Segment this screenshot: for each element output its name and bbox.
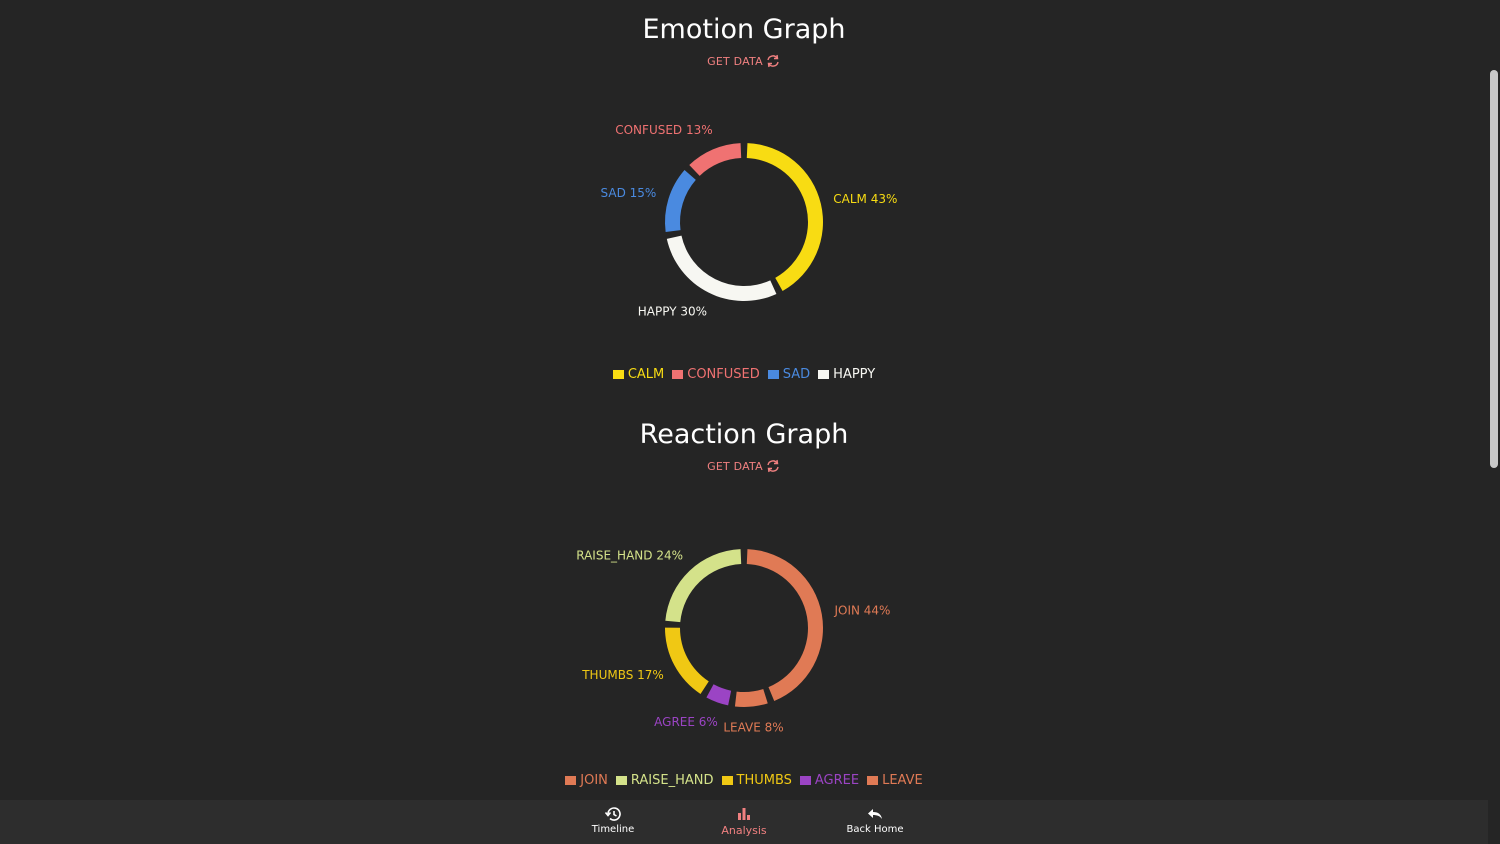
nav-back-home-button[interactable]: Back Home [825, 804, 925, 842]
legend-item-happy[interactable]: HAPPY [818, 367, 875, 382]
legend-swatch [818, 370, 830, 379]
reaction-donut-chart: JOIN 44% LEAVE 8% AGREE 6% THUMBS 17% RAISE_… [576, 549, 890, 735]
reaction-graph-title: Reaction Graph [639, 419, 849, 450]
slice-label: HAPPY 30% [638, 304, 707, 318]
slice-label: AGREE 6% [654, 715, 718, 729]
slice-label: LEAVE 8% [723, 721, 783, 735]
donut-slice-happy[interactable] [666, 235, 777, 301]
nav-analysis-label: Analysis [721, 824, 767, 837]
slice-label: RAISE_HAND 24% [576, 549, 683, 563]
donut-slice-confused[interactable] [689, 143, 742, 176]
nav-analysis-button[interactable]: Analysis [694, 804, 794, 842]
legend-label: JOIN [580, 773, 608, 788]
legend-label: RAISE_HAND [630, 773, 714, 788]
legend-swatch [867, 776, 879, 785]
legend-swatch [799, 776, 811, 785]
emotion-legend: CALM CONFUSED SAD HAPPY [0, 367, 1488, 382]
bottom-navigation: Timeline Analysis Back Home [0, 800, 1488, 844]
nav-timeline-button[interactable]: Timeline [563, 804, 663, 842]
legend-label: SAD [782, 367, 811, 382]
donut-slice-raise-hand[interactable] [665, 549, 742, 623]
legend-label: HAPPY [833, 367, 876, 382]
legend-swatch [672, 370, 684, 379]
legend-label: THUMBS [736, 773, 792, 788]
donut-slice-calm[interactable] [746, 143, 824, 291]
get-data-label: GET DATA [707, 459, 763, 473]
get-data-label: GET DATA [707, 54, 763, 68]
legend-swatch [565, 776, 577, 785]
slice-label: CALM 43% [833, 192, 897, 206]
legend-swatch [721, 776, 733, 785]
donut-slice-leave[interactable] [734, 689, 768, 707]
reaction-get-data-button[interactable]: GET DATA [0, 459, 1488, 473]
bar-chart-icon [738, 808, 750, 820]
slice-label: THUMBS 17% [581, 668, 664, 682]
legend-swatch [615, 776, 627, 785]
scrollbar-thumb[interactable] [1490, 70, 1498, 468]
legend-item-raise-hand[interactable]: RAISE_HAND [615, 773, 714, 788]
donut-slice-thumbs[interactable] [665, 627, 709, 694]
slice-label: SAD 15% [601, 186, 657, 200]
legend-swatch [767, 370, 779, 379]
refresh-icon [767, 54, 779, 68]
slice-label: CONFUSED 13% [615, 123, 712, 137]
emotion-graph-title: Emotion Graph [642, 14, 846, 45]
legend-label: LEAVE [882, 773, 923, 788]
reaction-legend: JOIN RAISE_HAND THUMBS AGREE LEAVE [0, 773, 1488, 788]
legend-label: CONFUSED [687, 367, 760, 382]
legend-item-thumbs[interactable]: THUMBS [721, 773, 792, 788]
slice-label: JOIN 44% [833, 604, 890, 618]
emotion-donut-chart: CALM 43% HAPPY 30% SAD 15% CONFUSED 13% [601, 123, 898, 318]
legend-label: AGREE [814, 773, 860, 788]
reply-arrow-icon [868, 809, 882, 819]
legend-item-confused[interactable]: CONFUSED [672, 367, 760, 382]
donut-slice-sad[interactable] [665, 170, 696, 233]
legend-item-calm[interactable]: CALM [612, 367, 665, 382]
legend-item-agree[interactable]: AGREE [799, 773, 860, 788]
legend-item-leave[interactable]: LEAVE [867, 773, 923, 788]
nav-back-home-label: Back Home [846, 824, 904, 835]
donut-slice-agree[interactable] [706, 684, 732, 706]
legend-item-join[interactable]: JOIN [565, 773, 608, 788]
legend-swatch [612, 370, 624, 379]
emotion-get-data-button[interactable]: GET DATA [0, 54, 1488, 68]
donut-slice-join[interactable] [746, 549, 824, 701]
refresh-icon [767, 459, 779, 473]
legend-label: CALM [627, 367, 665, 382]
history-icon [604, 807, 621, 821]
nav-timeline-label: Timeline [591, 824, 635, 835]
legend-item-sad[interactable]: SAD [767, 367, 811, 382]
